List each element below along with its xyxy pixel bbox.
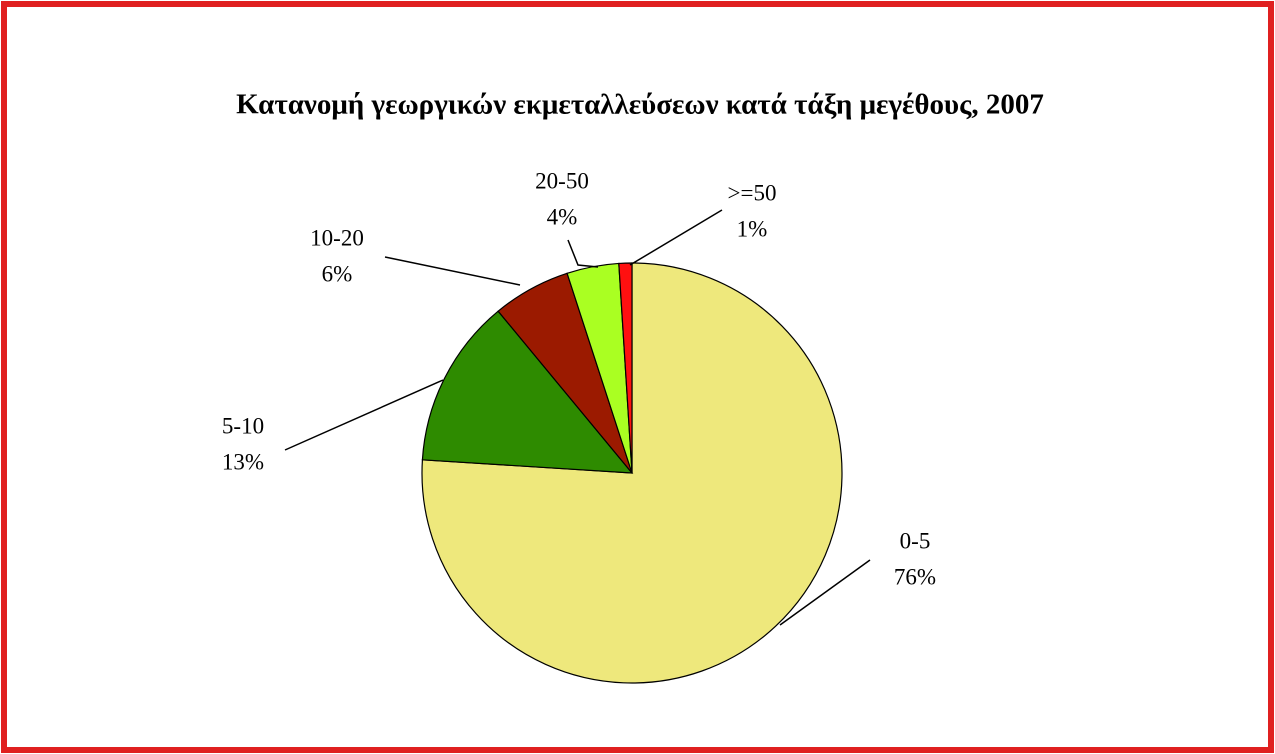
leader-line [567,239,599,268]
value-label: 1% [737,216,768,241]
category-label: >=50 [728,180,777,205]
pie-slice [421,262,843,684]
leader-line [284,379,444,451]
category-label: 5-10 [222,413,264,438]
value-label: 76% [894,564,936,589]
category-label: 0-5 [900,528,931,553]
chart-title: Κατανομή γεωργικών εκμεταλλεύσεων κατά τ… [236,89,1044,121]
leader-line [779,559,871,626]
category-label: 10-20 [310,225,364,250]
leader-line [384,256,521,286]
category-label: 20-50 [535,168,589,193]
value-label: 13% [222,449,264,474]
pie-slice [421,310,634,474]
leader-line [629,209,723,266]
value-label: 6% [322,261,353,286]
value-label: 4% [547,204,578,229]
